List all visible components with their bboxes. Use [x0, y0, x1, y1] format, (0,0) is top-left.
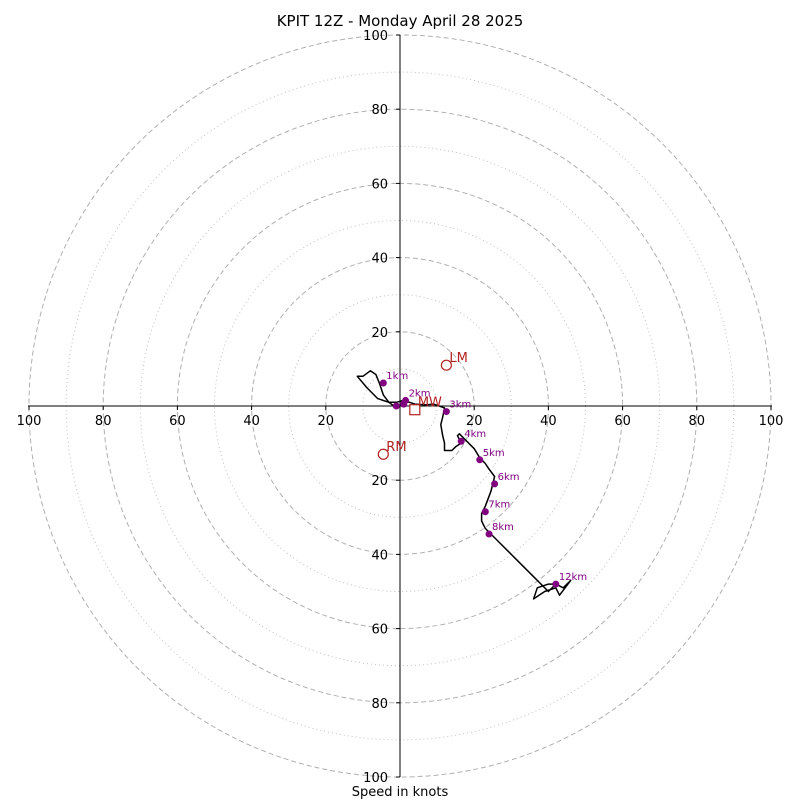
x-tick-label: 80 [95, 414, 112, 429]
height-label: 7km [488, 500, 510, 511]
x-tick-label: 40 [540, 414, 557, 429]
height-point [491, 480, 499, 488]
x-tick-label: 100 [17, 414, 42, 429]
storm-motions: LM MW RM [377, 351, 468, 460]
axes [28, 35, 772, 777]
y-tick-label: 40 [371, 548, 388, 563]
y-tick-label: 60 [371, 623, 388, 638]
height-point [442, 408, 450, 416]
x-tick-label: 80 [689, 414, 706, 429]
height-label: 6km [498, 472, 520, 483]
height-label: 4km [464, 429, 486, 440]
storm-motion-label: LM [449, 351, 467, 366]
chart-title: KPIT 12Z - Monday April 28 2025 [277, 12, 524, 30]
height-point [392, 402, 400, 410]
height-point [481, 508, 489, 516]
tick-labels: 100 100 80 80 60 60 40 40 20 20 20 20 40 40 60 60 80 80 10… [17, 29, 784, 786]
x-tick-label: 60 [169, 414, 186, 429]
storm-motion-label: MW [418, 396, 442, 411]
x-tick-label: 20 [466, 414, 483, 429]
height-label: 12km [559, 572, 587, 583]
height-label: 3km [449, 400, 471, 411]
x-tick-label: 60 [614, 414, 631, 429]
height-label: 2km [409, 388, 431, 399]
storm-motion-marker [440, 359, 452, 371]
height-point [552, 580, 560, 588]
y-tick-label: 20 [371, 474, 388, 489]
y-tick-label: 40 [371, 252, 388, 267]
height-point [402, 396, 410, 404]
y-tick-label: 20 [371, 326, 388, 341]
height-label: 8km [492, 522, 514, 533]
storm-motion-marker [377, 448, 389, 460]
y-tick-label: 80 [371, 697, 388, 712]
x-tick-label: 40 [243, 414, 260, 429]
x-tick-label: 100 [759, 414, 784, 429]
y-tick-label: 100 [363, 771, 388, 786]
x-axis-label: Speed in knots [352, 785, 449, 800]
y-tick-label: 100 [363, 29, 388, 44]
y-tick-label: 60 [371, 177, 388, 192]
height-point [379, 379, 387, 387]
height-point [485, 530, 493, 538]
storm-motion-marker [409, 404, 421, 416]
storm-motion-label: RM [386, 440, 406, 455]
y-tick-label: 80 [371, 103, 388, 118]
height-label: 1km [386, 371, 408, 382]
height-label: 5km [483, 448, 505, 459]
height-point [457, 437, 465, 445]
height-point [476, 456, 484, 464]
x-tick-label: 20 [318, 414, 335, 429]
